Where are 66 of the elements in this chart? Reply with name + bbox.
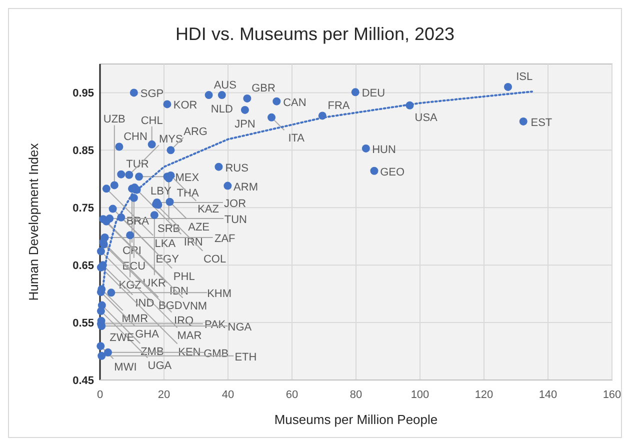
data-label: AUS — [214, 79, 236, 92]
data-label: EST — [530, 116, 552, 129]
data-label: MMR — [122, 312, 148, 325]
x-tick-label: 60 — [286, 389, 298, 401]
data-label: SRB — [157, 222, 180, 235]
data-label: GHA — [135, 328, 160, 341]
data-label: TUR — [126, 158, 149, 171]
data-label: MAR — [177, 330, 202, 342]
data-label: ZAF — [214, 233, 236, 246]
x-tick-label: 160 — [602, 389, 622, 401]
data-label: AZE — [188, 221, 210, 234]
y-tick-label: 0.55 — [72, 318, 94, 330]
x-tick-label: 80 — [350, 389, 362, 401]
data-label: GEO — [380, 166, 406, 178]
data-label: CAN — [283, 96, 306, 109]
data-label: CHN — [124, 130, 148, 143]
data-label: KHM — [207, 288, 232, 300]
data-label: HUN — [372, 144, 396, 156]
data-label: UZB — [103, 114, 126, 126]
data-label: RUS — [225, 162, 248, 174]
chart-title: HDI vs. Museums per Million, 2023 — [175, 24, 455, 44]
data-label: ZWE — [110, 332, 134, 344]
data-label: UGA — [148, 360, 172, 372]
data-label: NGA — [228, 321, 252, 334]
x-tick-label: 0 — [96, 389, 104, 401]
data-label: COL — [203, 253, 226, 266]
data-label: ITA — [288, 132, 306, 145]
data-label: TUN — [224, 214, 248, 226]
data-label: BGD — [158, 300, 182, 312]
data-label: JPN — [234, 118, 256, 130]
data-label: ECU — [122, 260, 146, 272]
y-axis-title: Human Development Index — [26, 142, 41, 301]
data-label: FRA — [328, 100, 350, 112]
data-label: ETH — [234, 351, 257, 364]
data-label: ARG — [184, 126, 208, 138]
x-tick-label: 20 — [158, 389, 170, 401]
x-tick-label: 140 — [538, 389, 558, 401]
data-label: USA — [414, 112, 438, 124]
y-tick-label: 0.95 — [72, 88, 94, 100]
data-label: NLD — [210, 104, 233, 116]
y-tick-label: 0.45 — [72, 375, 94, 387]
data-label: KAZ — [198, 203, 220, 216]
data-label: ISL — [516, 71, 533, 84]
x-tick-label: 120 — [474, 389, 494, 401]
data-label: IND — [135, 297, 154, 310]
data-label: KOR — [173, 100, 198, 112]
data-label: CHL — [140, 114, 163, 127]
data-label: LBY — [150, 185, 172, 198]
y-tick-label: 0.85 — [72, 145, 94, 158]
data-label: LKA — [154, 238, 176, 250]
data-label: IRN — [184, 236, 203, 249]
x-axis-title: Museums per Million People — [274, 412, 438, 427]
data-label: GBR — [252, 82, 276, 95]
data-label: JOR — [224, 198, 246, 210]
x-tick-label: 100 — [410, 389, 430, 401]
data-label: ARM — [234, 181, 258, 194]
data-label: VNM — [182, 300, 208, 312]
data-label: MYS — [158, 134, 183, 146]
data-label: MEX — [175, 172, 200, 184]
data-label: MWI — [114, 361, 137, 374]
data-label: PHL — [173, 270, 195, 283]
y-tick-label: 0.75 — [72, 202, 94, 215]
data-label: DEU — [362, 88, 386, 100]
y-tick-label: 0.65 — [72, 260, 94, 272]
data-label: SGP — [140, 88, 164, 100]
x-tick-label: 40 — [222, 389, 234, 401]
